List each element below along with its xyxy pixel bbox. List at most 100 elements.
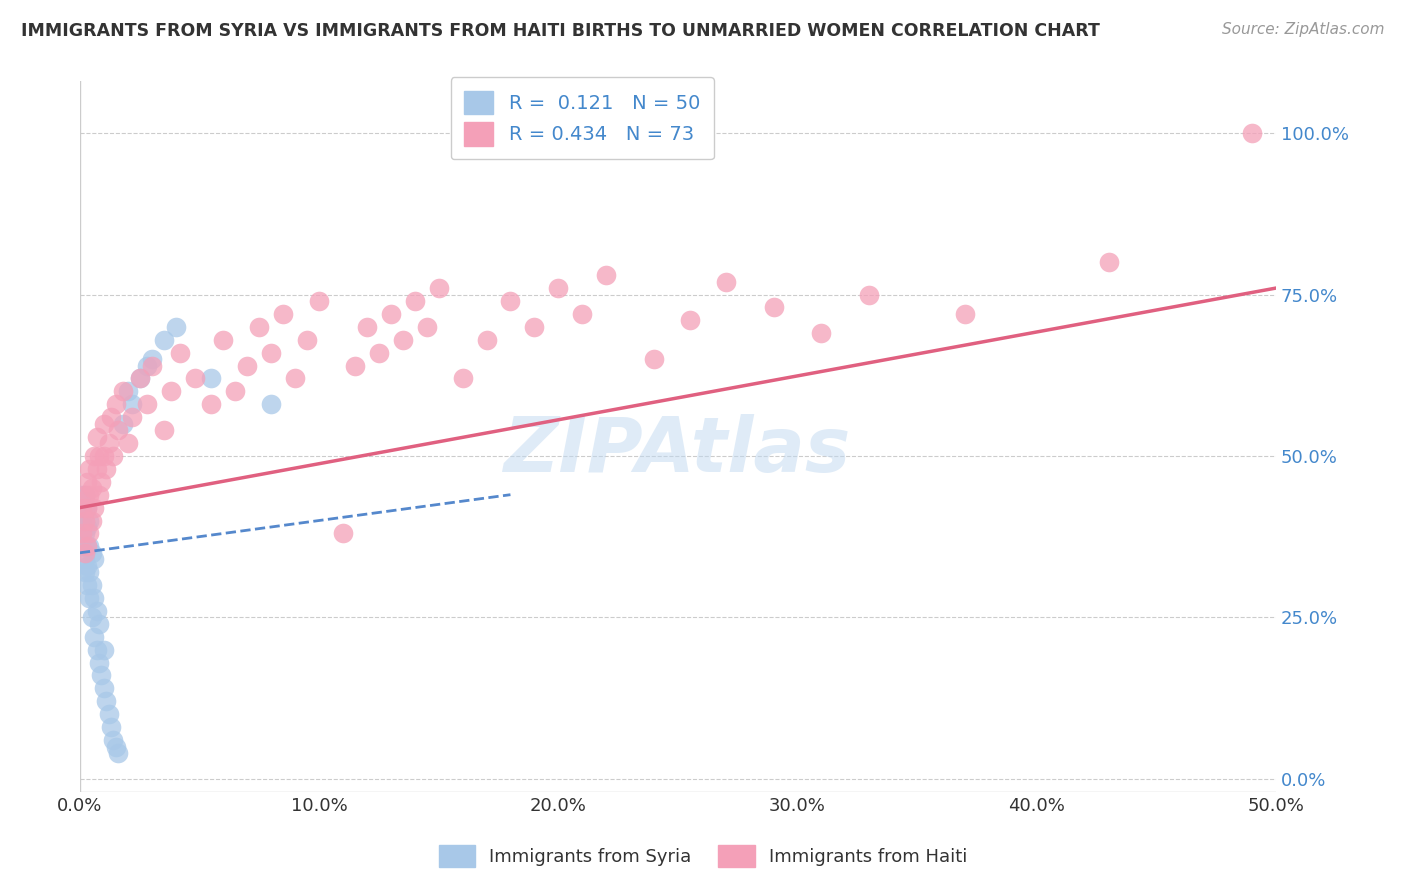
Point (80, 481, 103, 495)
Point (72, 526, 94, 541)
Point (93, 449, 115, 463)
Text: Source: ZipAtlas.com: Source: ZipAtlas.com (1222, 22, 1385, 37)
Point (72, 488, 94, 502)
Point (547, 281, 569, 295)
Point (86, 429, 108, 443)
Point (87, 449, 110, 463)
Point (103, 449, 125, 463)
Point (159, 384, 181, 399)
Point (169, 345, 191, 359)
Point (87, 616, 110, 631)
Point (141, 359, 163, 373)
Point (523, 319, 546, 334)
Point (76, 475, 98, 489)
Point (87, 488, 110, 502)
Point (79, 514, 101, 528)
Point (200, 397, 222, 411)
Point (72, 514, 94, 528)
Point (80, 610, 103, 624)
Point (83, 552, 105, 566)
Point (128, 371, 150, 385)
Point (83, 500, 105, 515)
Point (1240, 126, 1263, 140)
Point (79, 591, 101, 605)
Point (73, 488, 96, 502)
Point (117, 436, 139, 450)
Point (595, 268, 617, 282)
Point (100, 720, 122, 734)
Point (499, 293, 522, 308)
Point (100, 410, 122, 425)
Point (73, 514, 96, 528)
Point (135, 359, 157, 373)
Point (79, 539, 101, 553)
Point (104, 739, 127, 754)
Point (236, 359, 259, 373)
Point (165, 319, 187, 334)
Point (73, 546, 96, 560)
Point (76, 539, 98, 553)
Point (86, 462, 108, 476)
Point (76, 539, 98, 553)
Point (76, 578, 98, 592)
Point (427, 281, 450, 295)
Point (76, 558, 98, 573)
Point (79, 488, 101, 502)
Point (200, 371, 222, 385)
Point (96, 462, 118, 476)
Point (260, 345, 283, 359)
Text: ZIPAtlas: ZIPAtlas (505, 414, 852, 488)
Point (86, 604, 108, 618)
Point (103, 733, 125, 747)
Point (1097, 255, 1119, 269)
Point (72, 539, 94, 553)
Point (571, 307, 593, 321)
Legend: R =  0.121   N = 50, R = 0.434   N = 73: R = 0.121 N = 50, R = 0.434 N = 73 (450, 77, 714, 160)
Point (391, 333, 413, 347)
Point (90, 475, 112, 489)
Point (73, 488, 96, 502)
Point (73, 500, 96, 515)
Point (80, 578, 103, 592)
Point (93, 642, 115, 657)
Point (83, 630, 105, 644)
Point (76, 500, 98, 515)
Point (73, 552, 96, 566)
Point (475, 333, 498, 347)
Point (111, 384, 134, 399)
Point (79, 462, 101, 476)
Point (83, 449, 105, 463)
Point (73, 565, 96, 579)
Point (73, 526, 96, 541)
Point (96, 694, 118, 708)
Point (451, 371, 474, 385)
Point (76, 520, 98, 534)
Point (93, 417, 115, 431)
Point (135, 397, 157, 411)
Point (260, 397, 283, 411)
Point (404, 293, 426, 308)
Point (714, 275, 737, 289)
Point (117, 384, 139, 399)
Point (90, 668, 112, 682)
Point (73, 514, 96, 528)
Point (679, 313, 702, 327)
Point (308, 293, 330, 308)
Point (107, 423, 129, 437)
Point (72, 500, 94, 515)
Point (80, 514, 103, 528)
Point (271, 307, 294, 321)
Point (111, 417, 134, 431)
Point (97, 436, 120, 450)
Point (367, 345, 389, 359)
Point (107, 746, 129, 760)
Point (128, 371, 150, 385)
Point (224, 384, 246, 399)
Point (104, 397, 127, 411)
Point (356, 319, 378, 334)
Point (212, 333, 235, 347)
Point (416, 319, 439, 334)
Point (79, 565, 101, 579)
Point (141, 352, 163, 367)
Point (93, 681, 115, 696)
